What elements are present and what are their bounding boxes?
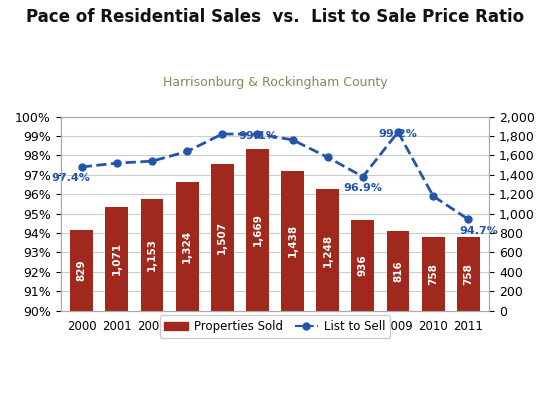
Text: 816: 816 bbox=[393, 260, 403, 282]
Text: 1,153: 1,153 bbox=[147, 238, 157, 271]
Bar bbox=[70, 230, 93, 310]
Text: 1,071: 1,071 bbox=[112, 242, 122, 275]
Bar bbox=[246, 149, 269, 310]
Text: 1,248: 1,248 bbox=[323, 234, 333, 266]
Text: 99.1%: 99.1% bbox=[238, 130, 277, 140]
Text: 758: 758 bbox=[463, 263, 474, 285]
Bar bbox=[457, 237, 480, 310]
Text: 94.7%: 94.7% bbox=[459, 226, 498, 236]
Bar bbox=[211, 164, 234, 310]
Bar bbox=[141, 199, 163, 310]
Text: 758: 758 bbox=[428, 263, 438, 285]
Bar bbox=[106, 207, 128, 310]
Title: Harrisonburg & Rockingham County: Harrisonburg & Rockingham County bbox=[163, 76, 387, 89]
Bar bbox=[281, 171, 304, 310]
Text: 97.4%: 97.4% bbox=[52, 173, 91, 183]
Bar bbox=[316, 190, 339, 310]
Text: 96.9%: 96.9% bbox=[343, 183, 382, 193]
Text: Pace of Residential Sales  vs.  List to Sale Price Ratio: Pace of Residential Sales vs. List to Sa… bbox=[26, 8, 524, 26]
Text: 99.2%: 99.2% bbox=[378, 128, 417, 138]
Text: 1,438: 1,438 bbox=[288, 224, 298, 257]
Text: 829: 829 bbox=[76, 260, 87, 281]
Bar bbox=[351, 220, 375, 310]
Bar bbox=[175, 182, 199, 310]
Text: 1,507: 1,507 bbox=[217, 221, 227, 254]
Bar bbox=[422, 237, 444, 310]
Text: 1,669: 1,669 bbox=[252, 213, 262, 246]
Text: 1,324: 1,324 bbox=[182, 230, 192, 263]
Legend: Properties Sold, List to Sell: Properties Sold, List to Sell bbox=[160, 315, 390, 338]
Text: 936: 936 bbox=[358, 254, 368, 276]
Bar bbox=[387, 231, 409, 310]
